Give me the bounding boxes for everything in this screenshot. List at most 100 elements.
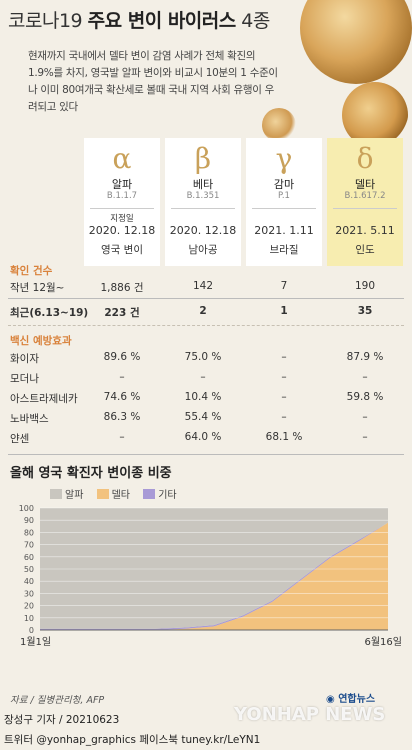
title-prefix: 코로나19 xyxy=(8,10,88,32)
variant-origin: 영국 변이 xyxy=(101,244,143,256)
section-divider xyxy=(8,454,404,455)
chart-legend: 알파 델타 기타 xyxy=(40,486,177,501)
y-tick-label: 60 xyxy=(24,553,34,562)
x-end-label: 6월16일 xyxy=(365,636,403,648)
vaccine-cell: 10.4 % xyxy=(184,391,222,403)
area-chart: 0 10 20 30 40 50 60 70 80 90 100 1월1일 6월16일 xyxy=(19,504,403,648)
y-tick-label: 10 xyxy=(24,614,34,623)
vaccine-cell: – xyxy=(362,411,368,423)
designation-label: 지정일 xyxy=(110,214,134,224)
variant-name: 델타 xyxy=(354,178,376,191)
vaccine-cell: – xyxy=(281,411,287,423)
variant-name: 베타 xyxy=(192,178,214,191)
title-main: 주요 변이 바이러스 xyxy=(87,10,237,32)
divider xyxy=(90,208,154,209)
vaccine-row-label: 노바백스 xyxy=(10,413,49,425)
vaccine-cell: 89.6 % xyxy=(103,351,141,363)
social-links: 트위터 @yonhap_graphics 페이스북 tuney.kr/LeYN1 xyxy=(4,734,261,746)
legend-swatch-alpha xyxy=(50,489,62,499)
y-tick-label: 0 xyxy=(29,626,34,635)
publisher-logo: ◉ 연합뉴스 xyxy=(326,694,376,705)
cases-cell: 2 xyxy=(199,305,207,317)
vaccine-cell: 59.8 % xyxy=(346,391,384,403)
vaccine-cell: – xyxy=(119,431,125,443)
cases-cell: 1 xyxy=(280,305,288,317)
y-tick-label: 100 xyxy=(19,504,34,513)
vaccine-cell: – xyxy=(362,431,368,443)
divider xyxy=(252,208,316,209)
legend-label: 기타 xyxy=(158,490,177,501)
variant-column-alpha: α 알파 B.1.1.7 지정일 2020. 12.18 영국 변이 xyxy=(84,138,160,266)
cases-section-title: 확인 건수 xyxy=(10,265,53,277)
vaccine-row-label: 얀센 xyxy=(10,433,30,445)
vaccine-cell: – xyxy=(200,371,206,383)
y-tick-label: 80 xyxy=(24,528,34,537)
designation-date: 2021. 1.11 xyxy=(254,224,314,237)
legend-label: 알파 xyxy=(65,490,84,501)
vaccine-row-label: 화이자 xyxy=(10,353,39,365)
vaccine-cell: – xyxy=(281,391,287,403)
y-tick-label: 40 xyxy=(24,577,34,586)
variant-symbol: α xyxy=(112,142,132,175)
vaccine-row-label: 모더나 xyxy=(10,373,39,385)
cases-row-label: 작년 12월~ xyxy=(10,282,65,294)
variant-origin: 브라질 xyxy=(269,244,299,256)
variant-lineage: B.1.617.2 xyxy=(344,191,386,201)
vaccine-cell: 55.4 % xyxy=(184,411,222,423)
title-suffix: 4종 xyxy=(235,10,270,32)
cases-cell: 223 건 xyxy=(104,307,140,319)
variant-symbol: δ xyxy=(356,142,374,175)
virus-illustration xyxy=(342,82,408,148)
y-tick-label: 20 xyxy=(24,602,34,611)
vaccine-cell: 64.0 % xyxy=(184,431,222,443)
variant-column-beta: β 베타 B.1.351 2020. 12.18 남아공 xyxy=(165,138,241,266)
designation-date: 2020. 12.18 xyxy=(169,224,237,237)
variant-name: 감마 xyxy=(273,178,295,191)
vaccine-cell: 68.1 % xyxy=(265,431,303,443)
virus-illustration xyxy=(262,108,296,142)
variant-name: 알파 xyxy=(111,178,133,191)
chart-title: 올해 영국 확진자 변이종 비중 xyxy=(10,466,172,481)
designation-date: 2021. 5.11 xyxy=(335,224,395,237)
y-tick-label: 70 xyxy=(24,541,34,550)
variant-column-gamma: γ 감마 P.1 2021. 1.11 브라질 xyxy=(246,138,322,266)
vaccine-cell: 75.0 % xyxy=(184,351,222,363)
cases-cell: 190 xyxy=(354,280,376,292)
area-series-1 xyxy=(40,522,388,630)
page-title: 코로나19 주요 변이 바이러스 4종 xyxy=(8,6,270,33)
cases-row-label: 최근(6.13~19) xyxy=(10,307,89,319)
publisher-name: 연합뉴스 xyxy=(338,694,376,705)
vaccine-cell: – xyxy=(281,371,287,383)
variant-symbol: β xyxy=(194,142,212,175)
cases-cell: 35 xyxy=(357,305,373,317)
designation-date: 2020. 12.18 xyxy=(88,224,156,237)
y-tick-label: 90 xyxy=(24,516,34,525)
y-tick-label: 30 xyxy=(24,589,34,598)
vaccine-cell: – xyxy=(362,371,368,383)
description: 현재까지 국내에서 델타 변이 감염 사례가 전체 확진의 1.9%를 차지, … xyxy=(28,50,278,113)
cases-cell: 142 xyxy=(192,280,214,292)
cases-cell: 7 xyxy=(280,280,288,292)
variant-symbol: γ xyxy=(275,142,293,175)
legend-label: 델타 xyxy=(111,490,130,501)
vaccine-cell: 74.6 % xyxy=(103,391,141,403)
divider xyxy=(333,208,397,209)
x-start-label: 1월1일 xyxy=(20,636,51,648)
variant-lineage: B.1.351 xyxy=(186,191,220,201)
source-credit: 자료 / 질병관리청, AFP xyxy=(10,695,105,706)
variant-lineage: B.1.1.7 xyxy=(106,191,138,201)
watermark: YONHAP NEWS xyxy=(234,704,386,725)
vaccine-cell: – xyxy=(119,371,125,383)
legend-swatch-delta xyxy=(96,489,109,499)
row-divider xyxy=(8,325,404,326)
vaccine-cell: 86.3 % xyxy=(103,411,141,423)
byline: 장성구 기자 / 20210623 xyxy=(4,714,120,726)
vaccine-row-label: 아스트라제네카 xyxy=(10,393,78,405)
virus-illustration xyxy=(300,0,412,84)
area-series-0 xyxy=(40,508,388,629)
divider xyxy=(171,208,235,209)
vaccine-section-title: 백신 예방효과 xyxy=(10,335,72,347)
y-tick-label: 50 xyxy=(24,565,34,574)
variant-origin: 남아공 xyxy=(188,244,218,256)
variant-column-delta: δ 델타 B.1.617.2 2021. 5.11 인도 xyxy=(327,138,403,266)
